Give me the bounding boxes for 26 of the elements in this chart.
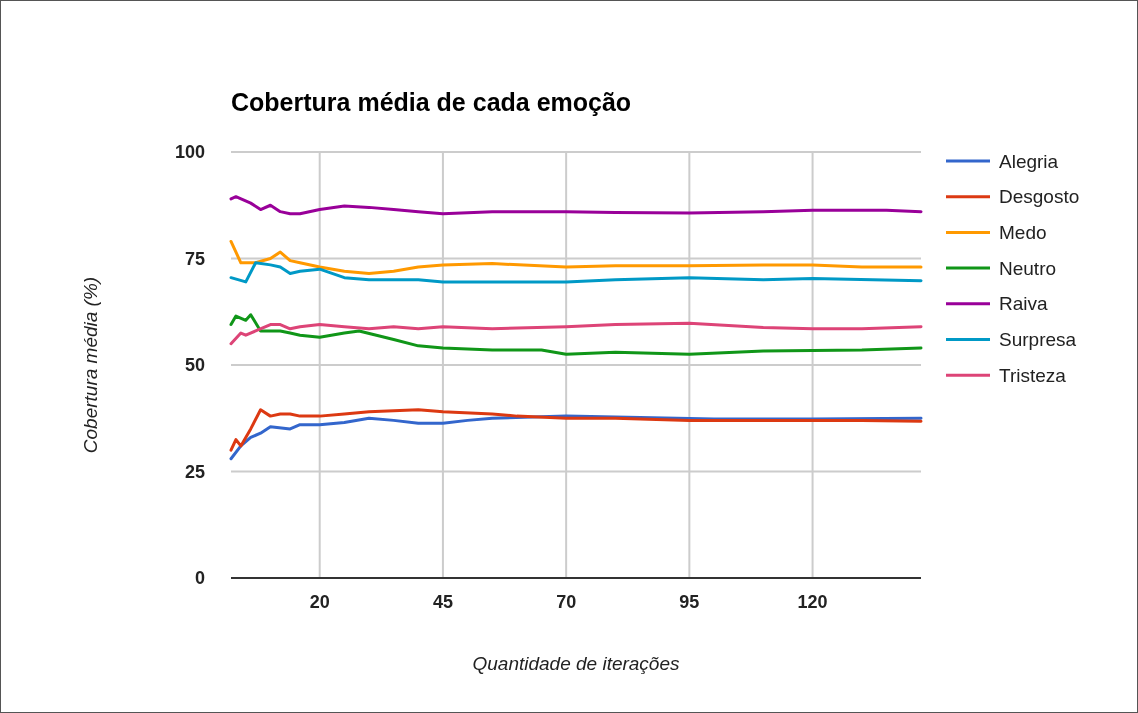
line-series (229, 239, 923, 275)
y-tick-label: 75 (184, 248, 205, 269)
legend-label: Surpresa (999, 329, 1077, 351)
x-tick-label: 45 (432, 592, 453, 612)
y-tick-label: 50 (184, 355, 205, 376)
line-series (229, 408, 923, 452)
legend-label: Raiva (999, 293, 1049, 315)
line-series (229, 313, 923, 356)
x-axis-title: Quantidade de iterações (472, 653, 681, 674)
legend-label: Tristeza (999, 364, 1067, 386)
legend-label: Desgosto (999, 186, 1080, 208)
legend-label: Alegria (999, 150, 1059, 172)
chart-title: Cobertura média de cada emoção (231, 88, 632, 116)
x-tick-label: 95 (679, 592, 700, 612)
x-tick-label: 70 (556, 592, 577, 612)
x-tick-label: 20 (309, 592, 330, 612)
y-tick-label: 25 (184, 461, 205, 482)
y-axis-title: Cobertura média (%) (80, 276, 101, 454)
legend-label: Medo (999, 222, 1047, 244)
line-series (229, 195, 923, 216)
legend-label: Neutro (999, 257, 1057, 279)
x-tick-label: 120 (797, 592, 828, 612)
line-series (229, 321, 923, 346)
y-tick-label: 0 (194, 568, 205, 589)
line-series (229, 261, 923, 284)
y-tick-label: 100 (174, 142, 205, 163)
